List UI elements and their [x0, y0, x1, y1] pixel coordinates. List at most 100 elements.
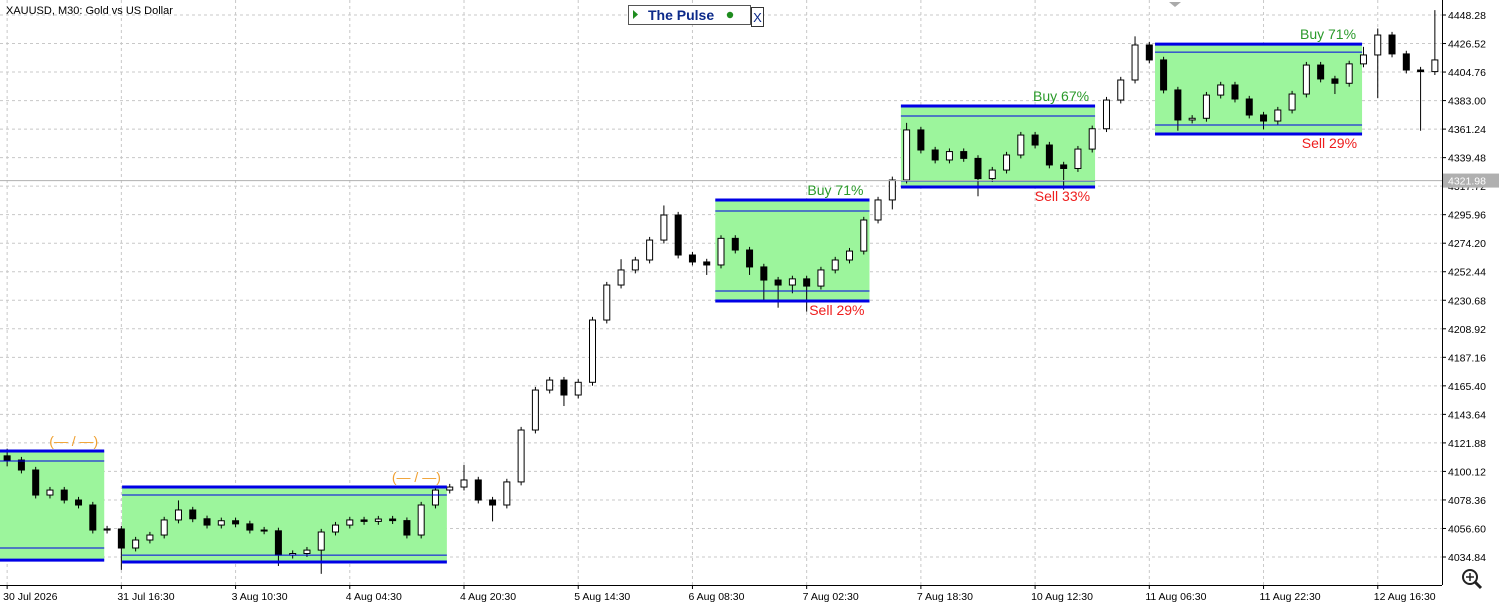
- zone-fill: [900, 105, 1096, 187]
- zoom-icon[interactable]: [1462, 569, 1483, 590]
- candle-body: [75, 499, 83, 506]
- candle-body: [103, 528, 111, 531]
- zone-fill: [1155, 44, 1363, 135]
- zone-bottom-label: Sell 29%: [809, 302, 864, 318]
- candle-body: [617, 269, 625, 286]
- x-tick-label: 4 Aug 20:30: [460, 591, 516, 603]
- pulse-widget[interactable]: The Pulse X: [628, 5, 764, 27]
- candle-body: [332, 524, 340, 533]
- candle-body: [17, 459, 25, 471]
- zone-top-label: Buy 71%: [807, 182, 863, 198]
- candle-body: [1288, 93, 1296, 111]
- y-tick-label: 4426.52: [1448, 39, 1486, 51]
- candle-body: [1331, 78, 1339, 84]
- y-tick-label: 4056.60: [1448, 523, 1486, 535]
- candle-body: [1260, 114, 1268, 122]
- close-button[interactable]: [751, 7, 764, 27]
- candle-body: [303, 549, 311, 555]
- zone-bottom-label: Sell 33%: [1035, 188, 1090, 204]
- candle-body: [360, 519, 368, 522]
- candle-body: [489, 499, 497, 506]
- candle-body: [1374, 34, 1382, 56]
- candle-body: [1031, 134, 1039, 146]
- candle-body: [374, 518, 382, 522]
- current-price-label: 4321.98: [1448, 176, 1486, 188]
- candle-body: [346, 519, 354, 526]
- candle-body: [1417, 69, 1425, 73]
- candle-body: [945, 151, 953, 161]
- candle-body: [3, 455, 11, 461]
- y-tick-label: 4100.12: [1448, 466, 1486, 478]
- candle-body: [717, 237, 725, 266]
- y-tick-label: 4165.40: [1448, 381, 1486, 393]
- x-tick-label: 7 Aug 18:30: [917, 591, 973, 603]
- candle-body: [431, 489, 439, 506]
- x-tick-label: 4 Aug 04:30: [346, 591, 402, 603]
- candle-body: [760, 266, 768, 281]
- candle-body: [960, 151, 968, 159]
- y-tick-label: 4383.00: [1448, 96, 1486, 108]
- candle-body: [1231, 84, 1239, 100]
- zone-fill: [0, 450, 105, 561]
- y-tick-label: 4339.48: [1448, 153, 1486, 165]
- candle-body: [260, 529, 268, 532]
- candle-body: [860, 219, 868, 252]
- zone-top-label: Buy 67%: [1033, 88, 1089, 104]
- candle-body: [189, 509, 197, 520]
- candle-body: [46, 489, 54, 496]
- x-tick-label: 11 Aug 22:30: [1260, 591, 1321, 603]
- zone-top-label: (— / —): [49, 433, 98, 449]
- y-tick-label: 4187.16: [1448, 352, 1486, 364]
- y-tick-label: 4208.92: [1448, 324, 1486, 336]
- candle-body: [517, 429, 525, 483]
- current-price-box: [1443, 173, 1499, 188]
- candle-body: [403, 520, 411, 536]
- widget-box[interactable]: [628, 5, 751, 25]
- candle-body: [974, 157, 982, 180]
- candle-body: [174, 509, 182, 521]
- widget-arrow[interactable]: [633, 10, 638, 19]
- candle-body: [1345, 63, 1353, 84]
- candle-body: [274, 530, 282, 556]
- x-tick-label: 12 Aug 16:30: [1374, 591, 1436, 603]
- zoom-lens[interactable]: [1462, 569, 1478, 585]
- zones: [0, 44, 1363, 563]
- candle-body: [203, 518, 211, 526]
- candle-body: [788, 278, 796, 286]
- candle-body: [603, 284, 611, 321]
- candle-body: [1160, 59, 1168, 91]
- candle-body: [589, 319, 597, 383]
- candle-body: [703, 261, 711, 266]
- candle-body: [646, 239, 654, 261]
- candle-body: [746, 249, 754, 268]
- zone-fill: [122, 487, 447, 563]
- candle-body: [1431, 59, 1439, 73]
- y-tick-label: 4230.68: [1448, 295, 1486, 307]
- candle-body: [146, 534, 154, 541]
- x-tick-label: 11 Aug 06:30: [1145, 591, 1206, 603]
- candle-body: [1117, 79, 1125, 101]
- candle-body: [389, 518, 397, 522]
- candle-body: [731, 237, 739, 251]
- candle-body: [1359, 54, 1367, 65]
- candle-body: [474, 479, 482, 501]
- candle-body: [1302, 64, 1310, 95]
- candle-body: [988, 169, 996, 180]
- y-tick-label: 4252.44: [1448, 267, 1486, 279]
- x-tick-label: 6 Aug 08:30: [688, 591, 744, 603]
- y-tick-label: 4448.28: [1448, 10, 1486, 22]
- chart-title: XAUUSD, M30: Gold vs US Dollar: [6, 5, 173, 17]
- zoom-handle[interactable]: [1473, 580, 1483, 590]
- candle-body: [888, 179, 896, 201]
- candle-body: [1045, 144, 1053, 166]
- candle-body: [417, 504, 425, 536]
- candle-body: [460, 479, 468, 488]
- candle-body: [1145, 44, 1153, 61]
- y-tick-label: 4361.24: [1448, 124, 1486, 136]
- x-tick-label: 5 Aug 14:30: [574, 591, 630, 603]
- y-tick-label: 4143.64: [1448, 409, 1486, 421]
- widget-title[interactable]: The Pulse: [648, 7, 714, 23]
- close-label[interactable]: X: [753, 10, 762, 25]
- candle-body: [1088, 128, 1096, 150]
